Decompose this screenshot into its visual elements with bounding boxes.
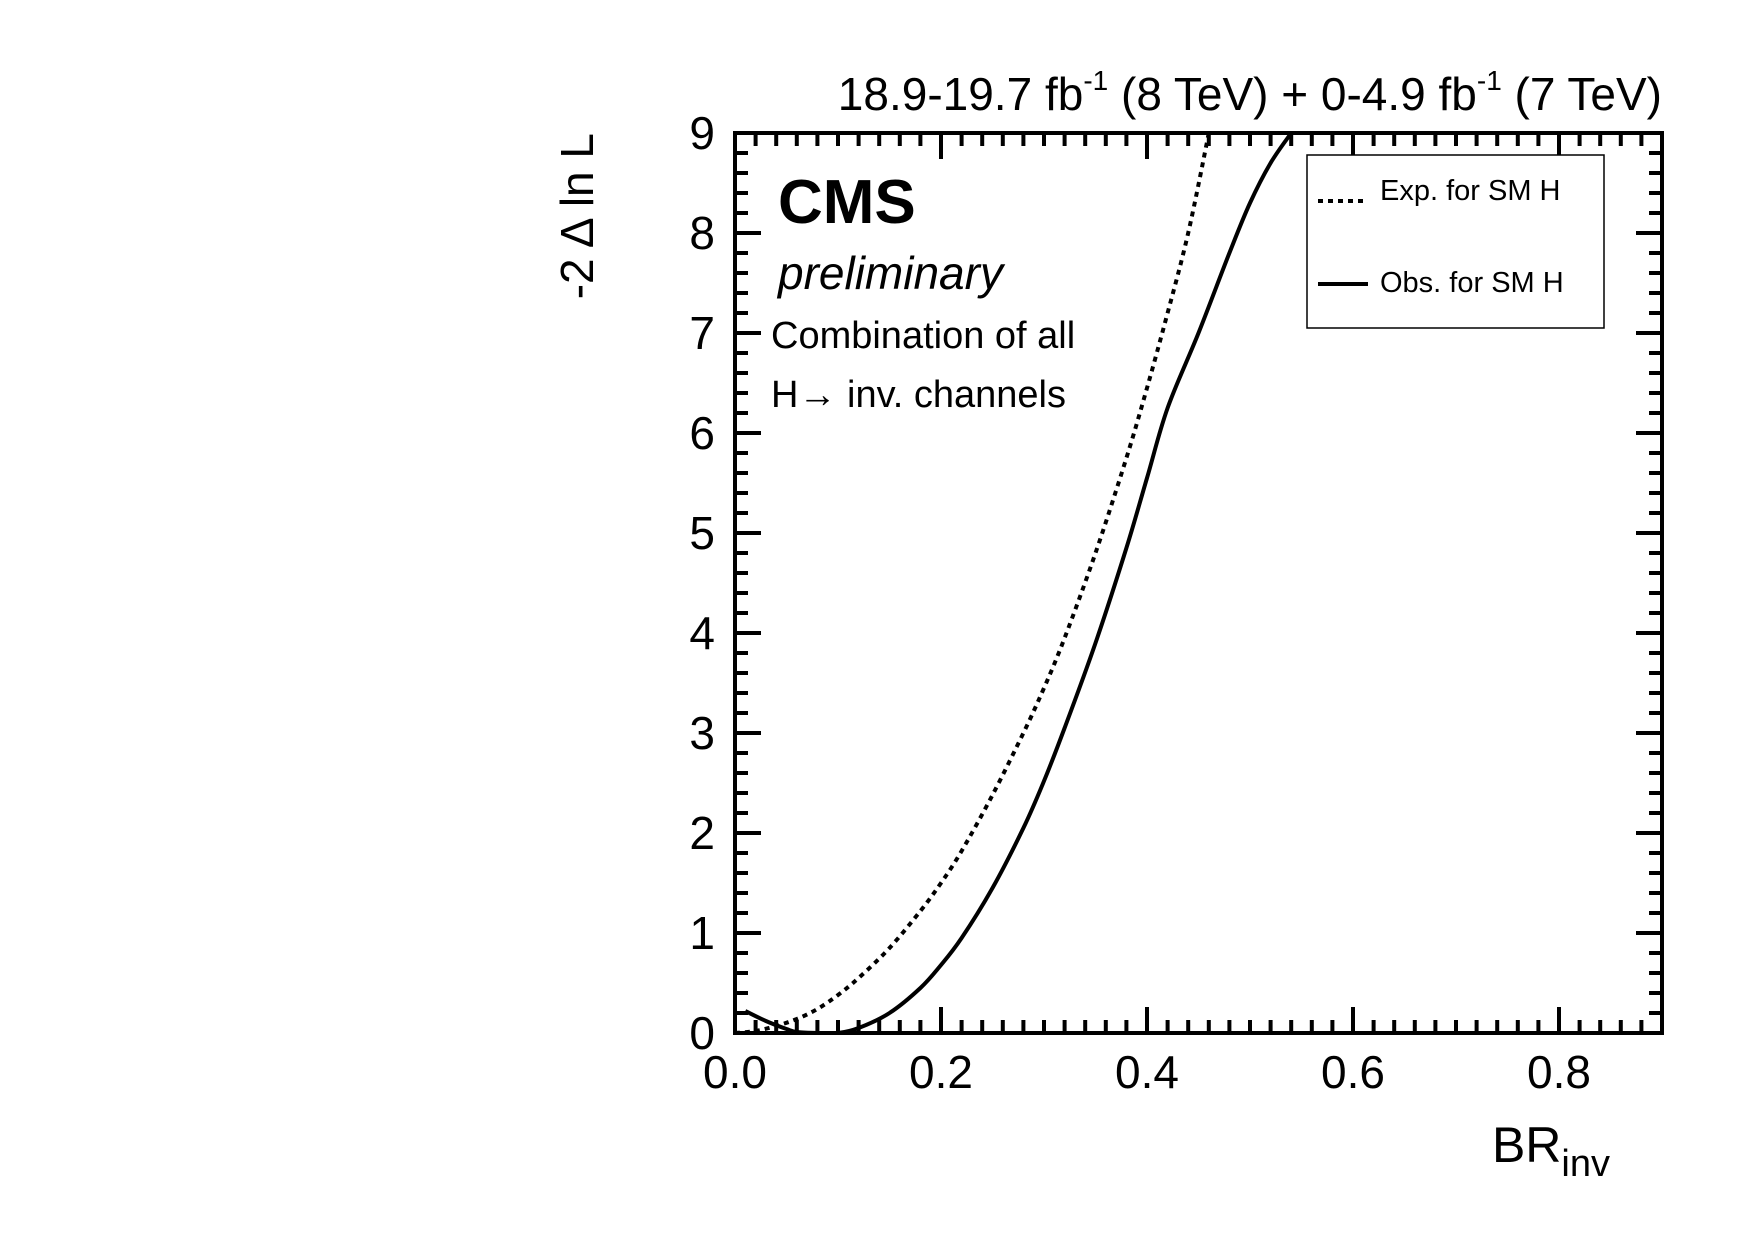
data-curves xyxy=(735,133,1293,1033)
y-tick-label: 6 xyxy=(689,407,715,459)
axis-ticks xyxy=(733,131,1664,1035)
y-tick-label: 5 xyxy=(689,507,715,559)
y-tick-label: 2 xyxy=(689,807,715,859)
header-energy-8tev: (8 TeV) + 0-4.9 fb xyxy=(1108,68,1477,120)
legend-label-observed: Obs. for SM H xyxy=(1380,267,1564,299)
x-axis-label-sub: inv xyxy=(1561,1143,1610,1185)
annotation-line-2: H→ inv. channels xyxy=(771,374,1066,416)
y-tick-label: 7 xyxy=(689,307,715,359)
x-axis-label: BRinv xyxy=(1492,1117,1610,1185)
series-line-expected xyxy=(735,133,1211,1033)
legend-label-expected: Exp. for SM H xyxy=(1380,175,1561,207)
y-axis-label: -2 Δ ln L xyxy=(551,133,603,299)
annotation-line-1: Combination of all xyxy=(771,315,1075,357)
legend: Exp. for SM H Obs. for SM H xyxy=(1306,154,1605,329)
y-tick-label: 4 xyxy=(689,607,715,659)
cms-label: CMS xyxy=(778,168,916,237)
series-line-observed xyxy=(744,133,1293,1033)
header-energy-7tev: (7 TeV) xyxy=(1502,68,1662,120)
y-tick-label: 0 xyxy=(689,1007,715,1059)
x-tick-label: 0.4 xyxy=(1115,1046,1179,1098)
x-tick-label: 0.8 xyxy=(1527,1046,1591,1098)
x-tick-label: 0.6 xyxy=(1321,1046,1385,1098)
axis-tick-labels: 0.0 0.2 0.4 0.6 0.8 0 1 2 3 4 5 6 7 8 9 xyxy=(689,107,1591,1098)
x-tick-label: 0.2 xyxy=(909,1046,973,1098)
header-lumi-8tev: 18.9-19.7 fb xyxy=(838,68,1084,120)
y-tick-label: 1 xyxy=(689,907,715,959)
y-tick-label: 9 xyxy=(689,107,715,159)
header-lumi-8tev-sup: -1 xyxy=(1083,65,1108,96)
legend-box xyxy=(1306,154,1605,329)
x-tick-label: 0.0 xyxy=(703,1046,767,1098)
y-tick-label: 8 xyxy=(689,207,715,259)
x-axis-label-main: BR xyxy=(1492,1117,1561,1173)
plot-frame xyxy=(733,131,1664,1035)
y-tick-label: 3 xyxy=(689,707,715,759)
header-lumi-7tev-sup: -1 xyxy=(1477,65,1502,96)
chart-header: 18.9-19.7 fb-1 (8 TeV) + 0-4.9 fb-1 (7 T… xyxy=(838,65,1662,120)
preliminary-label: preliminary xyxy=(776,247,1006,299)
